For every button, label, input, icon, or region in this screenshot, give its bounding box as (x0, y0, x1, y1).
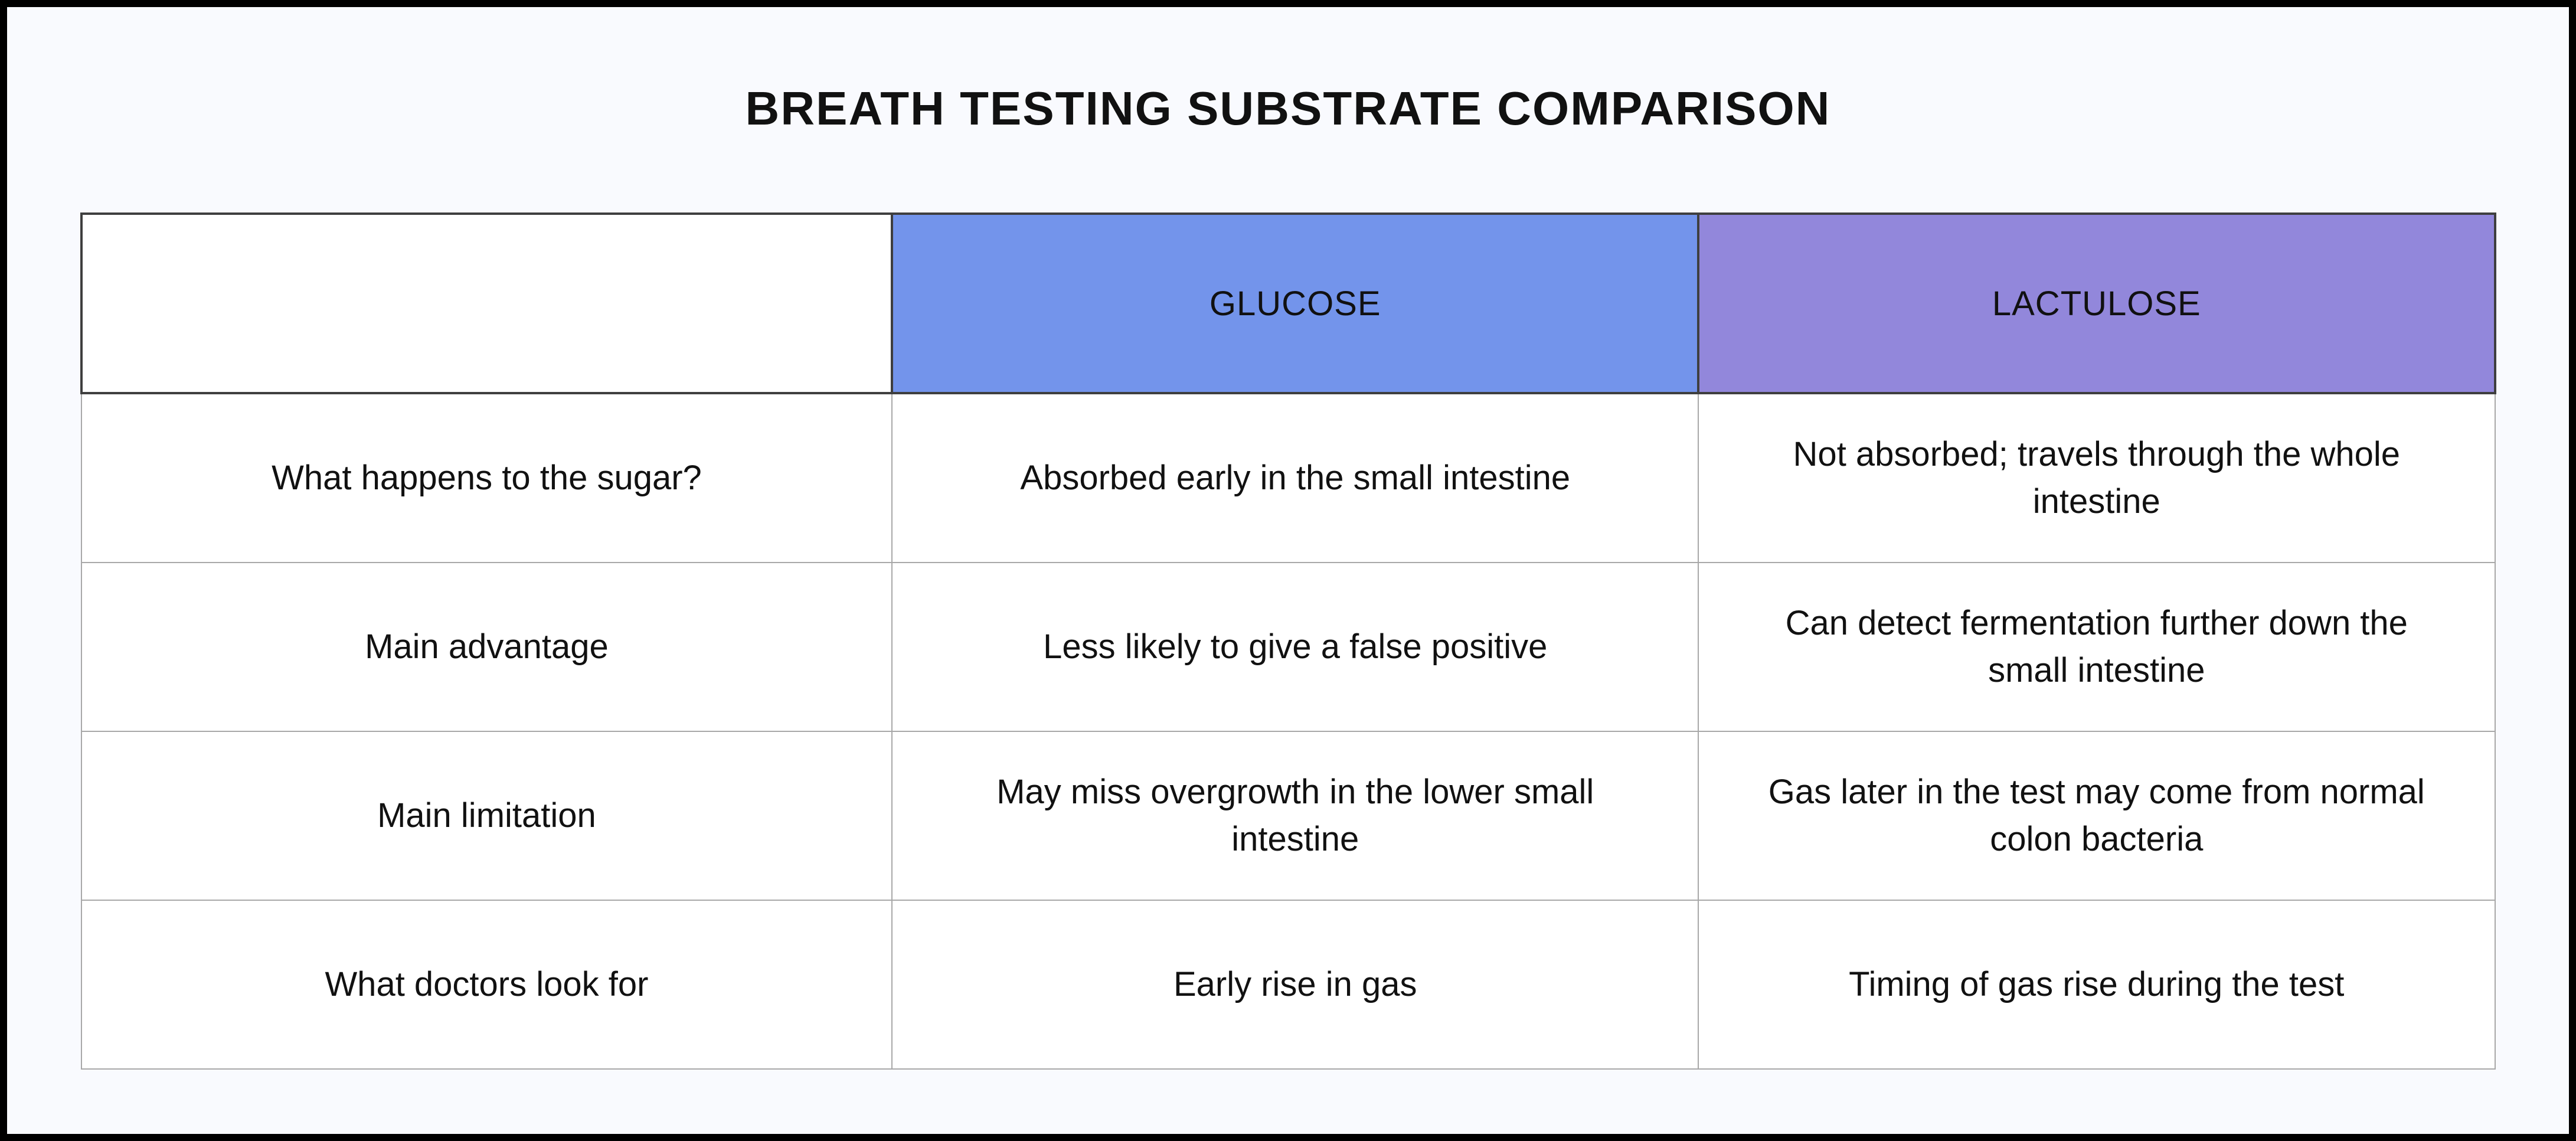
table-row: What doctors look for Early rise in gas … (80, 900, 2496, 1070)
lactulose-cell: Timing of gas rise during the test (1698, 900, 2496, 1070)
glucose-cell: Less likely to give a false positive (891, 562, 1699, 732)
glucose-cell: Early rise in gas (891, 900, 1699, 1070)
glucose-cell: May miss overgrowth in the lower small i… (891, 731, 1699, 901)
lactulose-cell: Can detect fermentation further down the… (1698, 562, 2496, 732)
lactulose-cell: Gas later in the test may come from norm… (1698, 731, 2496, 901)
row-label: What happens to the sugar? (80, 393, 893, 563)
row-label: Main advantage (80, 562, 893, 732)
table-row: What happens to the sugar? Absorbed earl… (80, 393, 2496, 563)
table-row: Main limitation May miss overgrowth in t… (80, 731, 2496, 901)
lactulose-cell: Not absorbed; travels through the whole … (1698, 393, 2496, 563)
glucose-column-header: GLUCOSE (891, 212, 1700, 394)
lactulose-column-header: LACTULOSE (1697, 212, 2496, 394)
row-label: What doctors look for (80, 900, 893, 1070)
page-title: BREATH TESTING SUBSTRATE COMPARISON (745, 82, 1831, 135)
corner-header-cell (80, 212, 894, 394)
glucose-cell: Absorbed early in the small intestine (891, 393, 1699, 563)
comparison-table: GLUCOSE LACTULOSE What happens to the su… (80, 212, 2496, 1070)
table-row: Main advantage Less likely to give a fal… (80, 562, 2496, 732)
row-label: Main limitation (80, 731, 893, 901)
comparison-table-container: GLUCOSE LACTULOSE What happens to the su… (80, 212, 2496, 1070)
header-row: GLUCOSE LACTULOSE (80, 212, 2496, 394)
